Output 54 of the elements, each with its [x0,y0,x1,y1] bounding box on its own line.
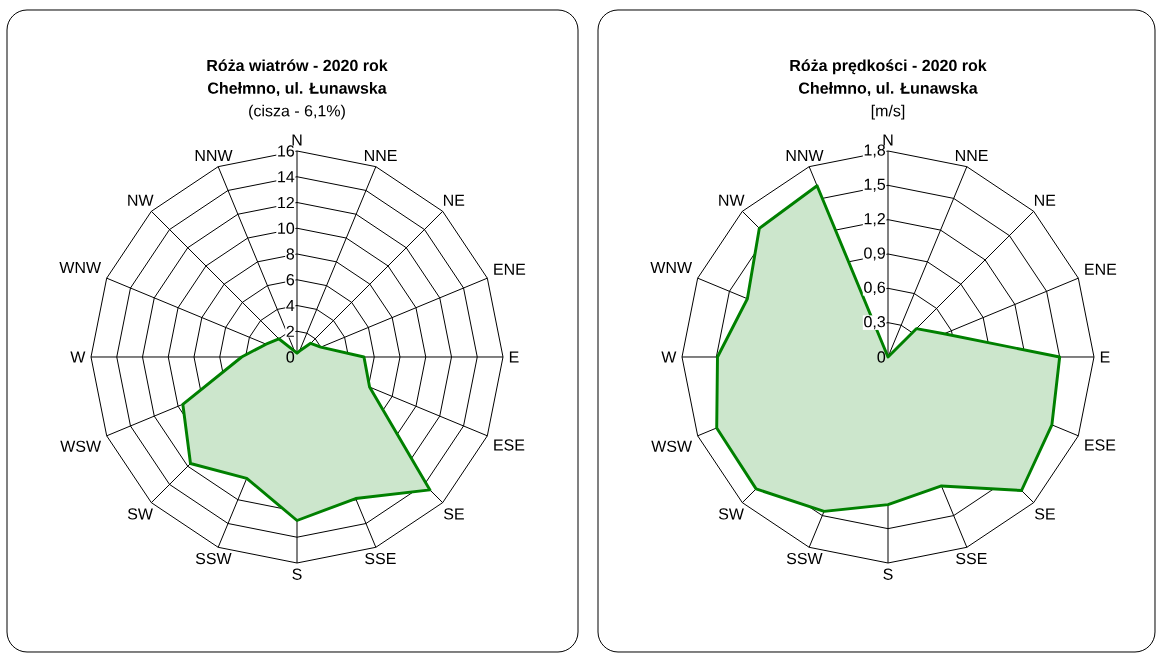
y-tick-label: 12 [278,196,294,209]
spoke-label: WSW [651,440,693,452]
y-tick-label: 0,6 [864,281,886,295]
spoke-label: ESE [1085,439,1116,451]
spoke-label: N [292,134,302,146]
chart-title: Róża prędkości - 2020 rok [790,59,987,75]
spoke-label: SW [127,508,153,520]
y-tick-label: 0 [877,351,886,363]
chart-subtitle: Chełmno, ul. Łunawska [799,82,978,97]
spoke-label: SSE [956,552,987,565]
spoke-label: ESE [494,439,525,451]
spoke-label: E [1100,351,1110,363]
y-tick-label: 16 [278,145,295,157]
y-tick-label: 0 [286,351,295,363]
spoke-label: E [509,351,519,363]
text: (cisza - 6,1%) [249,104,345,120]
y-tick-label: 10 [278,222,295,234]
spoke-label: NNW [195,150,233,162]
spoke-label: ENE [494,263,526,275]
chart-subtitle: Chełmno, ul. Łunawska [208,82,387,97]
spoke-label: S [292,568,302,580]
spoke-label: NW [128,194,154,206]
spoke-label: S [883,568,893,580]
spoke-label: SW [718,508,744,520]
spoke-label: WSW [60,440,102,452]
y-tick-label: 8 [286,248,295,260]
spoke-label: N [883,134,893,146]
spoke-label: W [70,351,86,363]
spoke-label: WNW [650,261,693,273]
spoke-label: NNW [786,150,824,162]
spoke-label: WNW [59,261,102,273]
y-tick-label: 0,3 [864,316,886,330]
spoke-label: NW [719,194,745,206]
y-tick-label: 14 [278,171,295,183]
y-tick-label: 1,8 [864,144,886,158]
y-tick-label: 6 [286,274,295,286]
y-tick-label: 1,5 [864,178,886,192]
spoke-label: SE [444,508,464,520]
chart-title: Róża wiatrów - 2020 rok [207,59,388,72]
spoke-label: NNE [955,150,988,162]
y-tick-label: 2 [286,325,294,337]
y-tick-label: 1,2 [864,213,885,227]
y-tick-label: 4 [286,299,295,311]
spoke-label: SSW [786,552,823,565]
spoke-label: W [661,351,677,363]
text: [m/s] [871,104,905,120]
spoke-label: SE [1034,508,1055,520]
spoke-label: NNE [364,150,397,162]
spoke-label: ENE [1085,263,1117,275]
y-tick-label: 0,9 [864,247,885,261]
spoke-label: NE [443,194,465,206]
spoke-label: SSE [365,552,396,565]
spoke-label: SSW [195,552,232,565]
spoke-label: NE [1034,194,1056,206]
